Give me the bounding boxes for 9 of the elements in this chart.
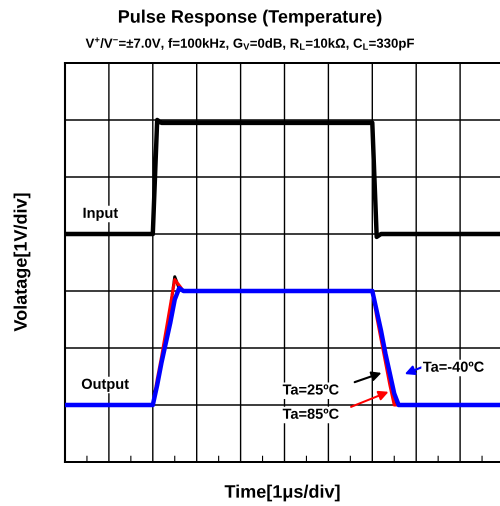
annotation: Output (82, 378, 129, 392)
series-label: Input (84, 208, 118, 221)
y-axis-title: Volatage[1V/div] (14, 193, 30, 332)
text: Ta=25ºC (282, 384, 339, 395)
chart-title: Pulse Response (Temperature) (118, 10, 382, 26)
text: Ta=85ºC (282, 408, 339, 419)
legend-label: Ta=-40ºC (422, 362, 484, 372)
text: V$^{+}$/V$^{−}$=±7.0V, f=100kHz, G$_{V}$=0dB, R$_{L}$=10kΩ, C$_{L}$=330pF (86, 37, 414, 50)
x-axis-title: Time[1μs/div] (224, 484, 340, 502)
